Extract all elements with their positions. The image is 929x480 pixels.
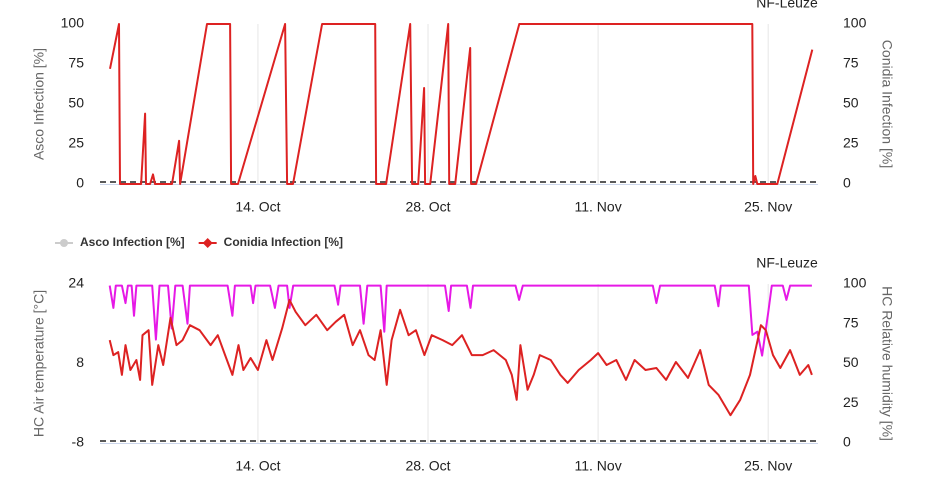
series-line <box>109 23 814 185</box>
x-tick-label: 11. Nov <box>574 458 621 474</box>
x-tick-label: 28. Oct <box>405 199 450 215</box>
y-tick-label: 8 <box>76 354 84 370</box>
y-tick-label: 75 <box>68 55 84 71</box>
y2-tick-label: 25 <box>843 394 859 410</box>
y2-tick-label: 25 <box>843 135 859 151</box>
y-tick-label: 0 <box>76 175 84 191</box>
x-tick-label: 14. Oct <box>235 458 280 474</box>
y2-tick-label: 75 <box>843 55 859 71</box>
x-tick-label: 14. Oct <box>235 199 280 215</box>
legend-marker <box>202 238 213 248</box>
y2-tick-label: 0 <box>843 175 851 191</box>
legend-item: Conidia Infection [%] <box>224 235 343 249</box>
x-tick-label: 25. Nov <box>744 458 792 474</box>
chart: 14. Oct 28. Oct 11. Nov 25. Nov -8 8 24 0 25 50 75… <box>31 255 896 474</box>
y-tick-label: 24 <box>68 275 84 291</box>
y-tick-label: 25 <box>68 135 84 151</box>
chart-title: NF-Leuze <box>756 255 818 271</box>
y-tick-label: -8 <box>72 434 85 450</box>
chart-title: NF-Leuze <box>756 0 818 11</box>
x-tick-label: 28. Oct <box>405 458 450 474</box>
y2-tick-label: 100 <box>843 275 867 291</box>
x-tick-label: 25. Nov <box>744 199 792 215</box>
chart: 14. Oct 28. Oct 11. Nov 25. Nov 0 25 50 75 100 0 2… <box>31 0 896 249</box>
legend-item: Asco Infection [%] <box>80 235 185 249</box>
y2-axis-title: Conidia Infection [%] <box>879 40 895 168</box>
y2-tick-label: 50 <box>843 95 859 111</box>
y2-tick-label: 0 <box>843 434 851 450</box>
legend-marker <box>60 239 68 247</box>
y-axis-title: Asco Infection [%] <box>31 48 47 160</box>
y-tick-label: 50 <box>68 95 84 111</box>
series-line <box>108 298 813 417</box>
y-axis-title: HC Air temperature [°C] <box>31 290 47 437</box>
y-tick-label: 100 <box>61 15 85 31</box>
series-line <box>108 284 812 357</box>
y2-tick-label: 75 <box>843 314 859 330</box>
y2-tick-label: 100 <box>843 15 867 31</box>
y2-axis-title: HC Relative humidity [%] <box>879 286 895 441</box>
y2-tick-label: 50 <box>843 354 859 370</box>
x-tick-label: 11. Nov <box>574 199 621 215</box>
